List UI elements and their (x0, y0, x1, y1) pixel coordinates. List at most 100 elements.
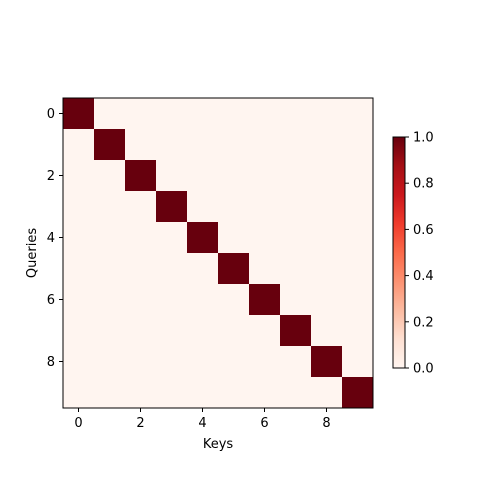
x-tick-label: 2 (136, 416, 144, 431)
heatmap-cell (342, 253, 374, 285)
heatmap-cell (125, 129, 157, 161)
colorbar: 0.0 0.2 0.4 0.6 0.8 1.0 (392, 131, 434, 377)
heatmap-cell (63, 98, 95, 130)
colorbar-tick-label: 0.4 (413, 269, 434, 284)
heatmap-cell (125, 98, 157, 130)
heatmap-cell (280, 377, 312, 409)
heatmap-cell (249, 222, 281, 254)
colorbar-gradient (393, 137, 405, 368)
colorbar-tick-label: 1.0 (413, 131, 434, 146)
heatmap-cell (125, 346, 157, 378)
heatmap-cell (342, 98, 374, 130)
heatmap-cell (249, 377, 281, 409)
heatmap-cell (63, 129, 95, 161)
y-tick-label: 6 (47, 293, 55, 308)
heatmap-cell (311, 222, 343, 254)
colorbar-tick-label: 0.8 (413, 177, 434, 192)
heatmap-cell (342, 160, 374, 192)
heatmap-cell (156, 160, 188, 192)
heatmap-cell (342, 191, 374, 223)
heatmap-cell (63, 315, 95, 347)
x-tick-label: 8 (322, 416, 330, 431)
heatmap-cell (94, 191, 126, 223)
y-tick-label: 2 (47, 169, 55, 184)
heatmap-cell (280, 129, 312, 161)
heatmap-cell (311, 129, 343, 161)
heatmap-cell (187, 284, 219, 316)
heatmap-cell (187, 129, 219, 161)
x-tick-label: 6 (260, 416, 268, 431)
heatmap-cell (125, 253, 157, 285)
heatmap-cell (156, 191, 188, 223)
x-tick-label: 4 (198, 416, 206, 431)
colorbar-frame (392, 136, 406, 369)
heatmap-cell (187, 315, 219, 347)
heatmap-cell (249, 191, 281, 223)
heatmap-cell (311, 284, 343, 316)
heatmap-cell (249, 129, 281, 161)
heatmap-cell (94, 160, 126, 192)
heatmap-cell (249, 346, 281, 378)
heatmap-cell (249, 315, 281, 347)
heatmap-cell (94, 346, 126, 378)
heatmap-cell (156, 253, 188, 285)
heatmap-cell (311, 346, 343, 378)
heatmap-cell (63, 160, 95, 192)
heatmap-cell (280, 284, 312, 316)
heatmap-cell (311, 253, 343, 285)
heatmap-cell (342, 129, 374, 161)
heatmap-cell (94, 253, 126, 285)
heatmap-cell (94, 284, 126, 316)
heatmap-cell (63, 284, 95, 316)
colorbar-tick-label: 0.2 (413, 315, 434, 330)
colorbar-tick-label: 0.0 (413, 362, 434, 377)
heatmap-cell (125, 284, 157, 316)
heatmap-cell (94, 98, 126, 130)
x-axis-label: Keys (203, 437, 234, 452)
heatmap-cell (342, 315, 374, 347)
heatmap-cell (311, 191, 343, 223)
heatmap-axes: 0 2 4 6 8 0 2 4 6 8 (47, 97, 374, 431)
heatmap-cell (280, 191, 312, 223)
heatmap-cell (187, 253, 219, 285)
heatmap-cell (187, 98, 219, 130)
x-tick-label: 0 (74, 416, 82, 431)
heatmap-cell (218, 377, 250, 409)
heatmap-cell (280, 253, 312, 285)
heatmap-cell (187, 346, 219, 378)
y-tick-label: 0 (47, 107, 55, 122)
heatmap-cell (218, 160, 250, 192)
heatmap-cell (218, 191, 250, 223)
heatmap-cell (187, 191, 219, 223)
heatmap-cell (249, 160, 281, 192)
heatmap-cell (218, 222, 250, 254)
heatmap-cell (218, 98, 250, 130)
heatmap-cell (63, 377, 95, 409)
heatmap-cell (156, 284, 188, 316)
heatmap-cell (63, 253, 95, 285)
heatmap-cell (94, 315, 126, 347)
heatmap-cell (156, 315, 188, 347)
heatmap-cell (125, 160, 157, 192)
heatmap-cell (156, 222, 188, 254)
heatmap-cell (280, 222, 312, 254)
heatmap-cell (280, 160, 312, 192)
heatmap-cell (342, 284, 374, 316)
heatmap-cell (280, 315, 312, 347)
y-tick-label: 4 (47, 231, 55, 246)
heatmap-cell (94, 377, 126, 409)
heatmap-cell (311, 98, 343, 130)
heatmap-cell (280, 346, 312, 378)
heatmap-cell (342, 377, 374, 409)
colorbar-tick-label: 0.6 (413, 223, 434, 238)
heatmap-cell (342, 346, 374, 378)
heatmap-cell (311, 315, 343, 347)
heatmap-cell (280, 98, 312, 130)
heatmap-cell (156, 98, 188, 130)
y-tick-label: 8 (47, 355, 55, 370)
heatmap-plot-area (63, 98, 374, 409)
heatmap-cell (94, 129, 126, 161)
y-axis-label: Queries (25, 228, 40, 278)
heatmap-cell (218, 129, 250, 161)
